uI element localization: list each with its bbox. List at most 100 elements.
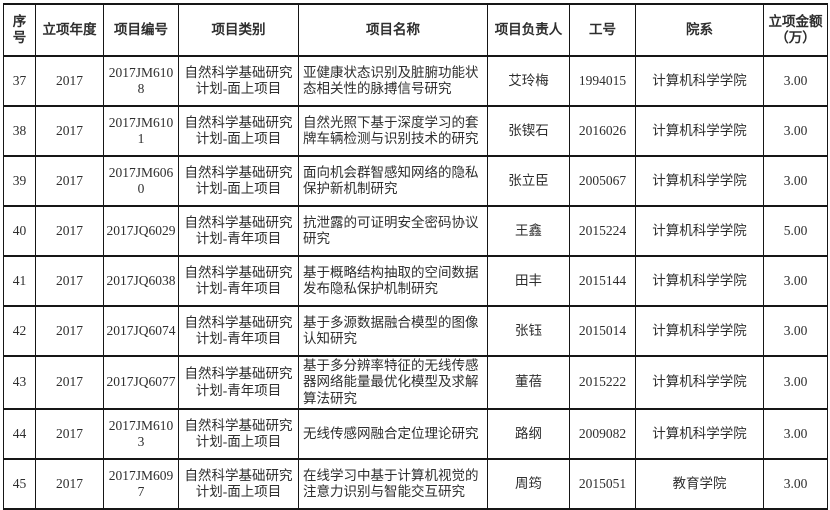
cell-amount: 3.00: [763, 408, 828, 461]
cell-project-name: 基于多源数据融合模型的图像认知研究: [298, 305, 488, 357]
cell-year: 2017: [35, 354, 104, 411]
cell-staff-id: 2009082: [569, 408, 636, 461]
cell-project-name: 基于概略结构抽取的空间数据发布隐私保护机制研究: [298, 255, 488, 307]
table-row: 37 2017 2017JM6108 自然科学基础研究计划-面上项目 亚健康状态识别及脏…: [3, 55, 828, 107]
cell-department: 计算机科学学院: [635, 205, 764, 257]
cell-category: 自然科学基础研究计划-青年项目: [178, 305, 299, 357]
col-header-category: 项目类别: [178, 3, 299, 57]
cell-year: 2017: [35, 205, 104, 257]
cell-project-name: 自然光照下基于深度学习的套牌车辆检测与识别技术的研究: [298, 105, 488, 157]
cell-project-id: 2017JQ6074: [103, 305, 179, 357]
cell-staff-id: 1994015: [569, 55, 636, 107]
cell-seq: 44: [3, 408, 36, 461]
cell-leader: 艾玲梅: [487, 55, 570, 107]
table-row: 38 2017 2017JM6101 自然科学基础研究计划-面上项目 自然光照下基于深度…: [3, 105, 828, 157]
cell-amount: 3.00: [763, 305, 828, 357]
col-header-amount: 立项金额（万）: [763, 3, 828, 57]
col-header-department: 院系: [635, 3, 764, 57]
cell-department: 计算机科学学院: [635, 354, 764, 411]
table-row: 44 2017 2017JM6103 自然科学基础研究计划-面上项目 无线传感网融合定位…: [3, 408, 828, 461]
cell-seq: 38: [3, 105, 36, 157]
cell-amount: 3.00: [763, 458, 828, 510]
cell-project-id: 2017JQ6029: [103, 205, 179, 257]
cell-project-name: 面向机会群智感知网络的隐私保护新机制研究: [298, 155, 488, 207]
table-row: 42 2017 2017JQ6074 自然科学基础研究计划-青年项目 基于多源数据融合模…: [3, 305, 828, 357]
cell-project-name: 在线学习中基于计算机视觉的注意力识别与智能交互研究: [298, 458, 488, 510]
cell-amount: 3.00: [763, 255, 828, 307]
cell-seq: 39: [3, 155, 36, 207]
cell-amount: 3.00: [763, 55, 828, 107]
table-row: 39 2017 2017JM6060 自然科学基础研究计划-面上项目 面向机会群智感知网…: [3, 155, 828, 207]
col-header-staff-id: 工号: [569, 3, 636, 57]
cell-department: 计算机科学学院: [635, 55, 764, 107]
cell-year: 2017: [35, 458, 104, 510]
cell-seq: 45: [3, 458, 36, 510]
cell-department: 计算机科学学院: [635, 408, 764, 461]
cell-seq: 43: [3, 354, 36, 411]
cell-leader: 张锲石: [487, 105, 570, 157]
cell-leader: 董蓓: [487, 354, 570, 411]
cell-project-name: 基于多分辨率特征的无线传感器网络能量最优化模型及求解算法研究: [298, 354, 488, 411]
col-header-seq: 序号: [3, 3, 36, 57]
cell-department: 计算机科学学院: [635, 105, 764, 157]
cell-project-name: 无线传感网融合定位理论研究: [298, 408, 488, 461]
cell-year: 2017: [35, 408, 104, 461]
project-approval-table: 序号 立项年度 项目编号 项目类别 项目名称 项目负责人 工号 院系 立项金额（万） 37 201…: [3, 3, 828, 510]
cell-leader: 周筠: [487, 458, 570, 510]
cell-staff-id: 2015051: [569, 458, 636, 510]
cell-year: 2017: [35, 55, 104, 107]
col-header-project-id: 项目编号: [103, 3, 179, 57]
cell-leader: 王鑫: [487, 205, 570, 257]
header-row: 序号 立项年度 项目编号 项目类别 项目名称 项目负责人 工号 院系 立项金额（万）: [3, 3, 828, 57]
cell-project-id: 2017JM6108: [103, 55, 179, 107]
cell-project-name: 抗泄露的可证明安全密码协议研究: [298, 205, 488, 257]
cell-project-id: 2017JM6097: [103, 458, 179, 510]
cell-staff-id: 2015224: [569, 205, 636, 257]
cell-staff-id: 2015014: [569, 305, 636, 357]
table-body: 37 2017 2017JM6108 自然科学基础研究计划-面上项目 亚健康状态识别及脏…: [3, 55, 828, 510]
cell-category: 自然科学基础研究计划-面上项目: [178, 408, 299, 461]
cell-staff-id: 2016026: [569, 105, 636, 157]
table-row: 41 2017 2017JQ6038 自然科学基础研究计划-青年项目 基于概略结构抽取的…: [3, 255, 828, 307]
cell-leader: 张钰: [487, 305, 570, 357]
cell-category: 自然科学基础研究计划-面上项目: [178, 105, 299, 157]
cell-amount: 3.00: [763, 354, 828, 411]
cell-seq: 42: [3, 305, 36, 357]
cell-year: 2017: [35, 305, 104, 357]
cell-leader: 路纲: [487, 408, 570, 461]
cell-category: 自然科学基础研究计划-青年项目: [178, 255, 299, 307]
cell-department: 计算机科学学院: [635, 305, 764, 357]
cell-category: 自然科学基础研究计划-青年项目: [178, 205, 299, 257]
table-row: 45 2017 2017JM6097 自然科学基础研究计划-面上项目 在线学习中基于计算…: [3, 458, 828, 510]
cell-leader: 张立臣: [487, 155, 570, 207]
cell-seq: 41: [3, 255, 36, 307]
cell-year: 2017: [35, 155, 104, 207]
cell-project-id: 2017JM6060: [103, 155, 179, 207]
cell-amount: 5.00: [763, 205, 828, 257]
cell-leader: 田丰: [487, 255, 570, 307]
cell-seq: 40: [3, 205, 36, 257]
cell-amount: 3.00: [763, 105, 828, 157]
col-header-leader: 项目负责人: [487, 3, 570, 57]
cell-seq: 37: [3, 55, 36, 107]
cell-year: 2017: [35, 255, 104, 307]
cell-amount: 3.00: [763, 155, 828, 207]
table-row: 40 2017 2017JQ6029 自然科学基础研究计划-青年项目 抗泄露的可证明安全…: [3, 205, 828, 257]
cell-project-id: 2017JM6101: [103, 105, 179, 157]
cell-project-id: 2017JM6103: [103, 408, 179, 461]
cell-staff-id: 2005067: [569, 155, 636, 207]
cell-project-id: 2017JQ6077: [103, 354, 179, 411]
cell-category: 自然科学基础研究计划-面上项目: [178, 458, 299, 510]
col-header-year: 立项年度: [35, 3, 104, 57]
cell-category: 自然科学基础研究计划-青年项目: [178, 354, 299, 411]
cell-year: 2017: [35, 105, 104, 157]
table-row: 43 2017 2017JQ6077 自然科学基础研究计划-青年项目 基于多分辨率特征的…: [3, 354, 828, 411]
cell-category: 自然科学基础研究计划-面上项目: [178, 55, 299, 107]
cell-department: 计算机科学学院: [635, 255, 764, 307]
cell-department: 教育学院: [635, 458, 764, 510]
cell-staff-id: 2015144: [569, 255, 636, 307]
col-header-project-name: 项目名称: [298, 3, 488, 57]
cell-category: 自然科学基础研究计划-面上项目: [178, 155, 299, 207]
cell-project-id: 2017JQ6038: [103, 255, 179, 307]
cell-department: 计算机科学学院: [635, 155, 764, 207]
